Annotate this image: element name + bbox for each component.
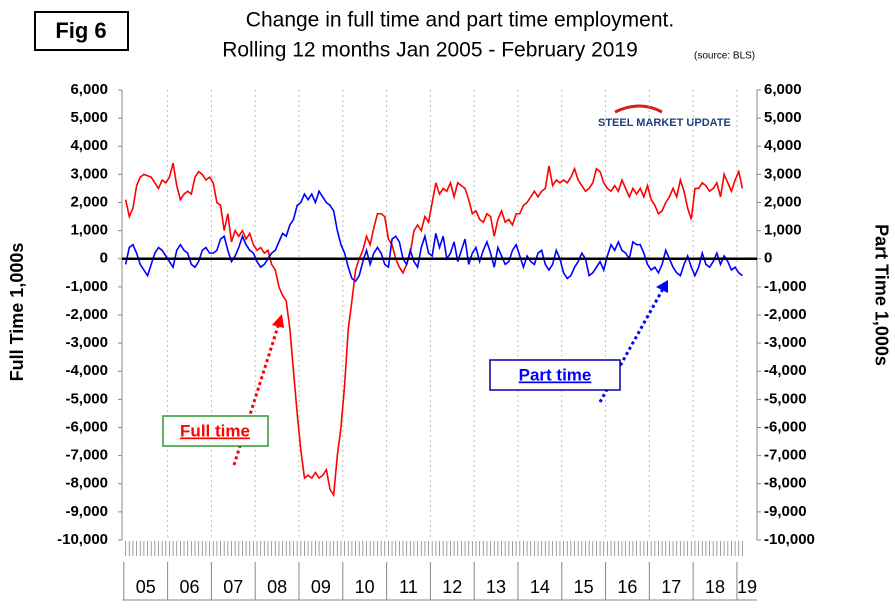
y-tick-label: 0	[100, 250, 108, 267]
y2-tick-label: -1,000	[764, 278, 807, 295]
y2-tick-label: 2,000	[764, 193, 802, 210]
annotation-arrow	[598, 286, 666, 403]
y2-tick-label: 3,000	[764, 165, 802, 182]
figure-label-box	[34, 11, 129, 51]
x-tick-label: 06	[179, 577, 199, 597]
logo-swoosh	[614, 104, 663, 114]
arrow-head	[272, 314, 284, 328]
y2-tick-label: -7,000	[764, 447, 807, 464]
plot-area: 05 06 07 08 09 10 11 12 13 14 15 16 17 18 19 -10,000 -9,…	[57, 81, 815, 601]
x-tick-label: 07	[223, 577, 243, 597]
y-axis-label: Full Time 1,000s	[7, 243, 27, 382]
y2-tick-label: 6,000	[764, 81, 802, 98]
annotation-box	[162, 415, 269, 447]
x-tick-label: 17	[661, 577, 681, 597]
y2-tick-label: 1,000	[764, 222, 802, 239]
x-tick-label: 13	[486, 577, 506, 597]
x-tick-label: 10	[355, 577, 375, 597]
y-tick-label: -3,000	[65, 334, 108, 351]
source-note: (source: BLS)	[694, 51, 755, 62]
y2-tick-label: -6,000	[764, 418, 807, 435]
y-tick-label: 2,000	[70, 193, 108, 210]
chart-subtitle: Rolling 12 months Jan 2005 - February 20…	[222, 39, 638, 62]
logo: STEEL MARKET UPDATE	[598, 117, 731, 129]
y-tick-label: 1,000	[70, 222, 108, 239]
y-tick-label: -4,000	[65, 362, 108, 379]
series-label: Full time	[180, 421, 250, 440]
annotation-box	[489, 359, 621, 391]
y-tick-label: 4,000	[70, 137, 108, 154]
x-tick-label: 15	[574, 577, 594, 597]
y-tick-label: -2,000	[65, 306, 108, 323]
arrow-head	[656, 280, 668, 293]
y-tick-label: 5,000	[70, 109, 108, 126]
y-tick-label: -10,000	[57, 531, 108, 548]
y2-tick-label: -2,000	[764, 306, 807, 323]
y2-tick-label: -4,000	[764, 362, 807, 379]
y-tick-label: -1,000	[65, 278, 108, 295]
x-tick-label: 16	[617, 577, 637, 597]
y2-tick-label: 4,000	[764, 137, 802, 154]
x-tick-label: 11	[399, 577, 418, 597]
y-tick-label: -7,000	[65, 447, 108, 464]
y2-tick-label: -3,000	[764, 334, 807, 351]
series-line	[124, 162, 744, 498]
y-tick-label: -9,000	[65, 503, 108, 520]
y-tick-label: -5,000	[65, 390, 108, 407]
x-tick-label: 08	[267, 577, 287, 597]
x-tick-label: 05	[136, 577, 156, 597]
figure-label: Fig 6	[55, 18, 106, 43]
y2-tick-label: 5,000	[764, 109, 802, 126]
y2-tick-label: -5,000	[764, 390, 807, 407]
y2-tick-label: -10,000	[764, 531, 815, 548]
chart-title: Change in full time and part time employ…	[246, 9, 674, 32]
x-tick-label: 18	[705, 577, 725, 597]
y-tick-label: -8,000	[65, 475, 108, 492]
x-tick-label: 14	[530, 577, 550, 597]
y-tick-label: 6,000	[70, 81, 108, 98]
y-tick-label: 3,000	[70, 165, 108, 182]
y2-axis-label: Part Time 1,000s	[871, 224, 891, 366]
y2-tick-label: -9,000	[764, 503, 807, 520]
series-line	[124, 189, 743, 283]
x-tick-label: 12	[442, 577, 462, 597]
series-label: Part time	[519, 365, 592, 384]
x-tick-label: 09	[311, 577, 331, 597]
y-tick-label: -6,000	[65, 418, 108, 435]
x-tick-label: 19	[737, 577, 757, 597]
y2-tick-label: 0	[764, 250, 772, 267]
y2-tick-label: -8,000	[764, 475, 807, 492]
